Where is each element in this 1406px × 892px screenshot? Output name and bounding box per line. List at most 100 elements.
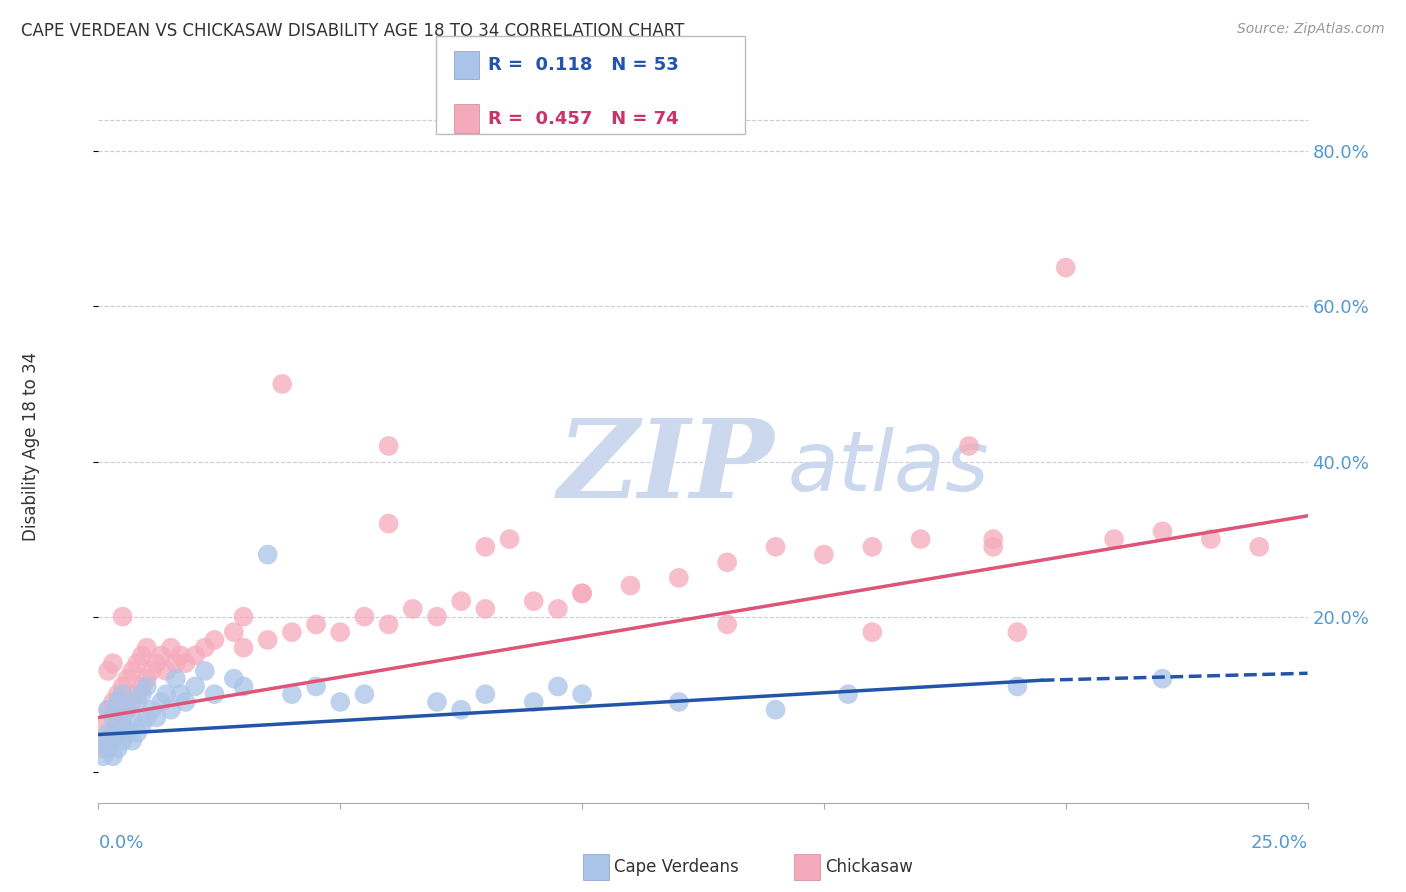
Point — [111, 718, 134, 732]
Point — [498, 532, 520, 546]
Point — [329, 625, 352, 640]
Point — [860, 540, 883, 554]
Point — [101, 726, 124, 740]
Text: 25.0%: 25.0% — [1250, 834, 1308, 852]
Point — [150, 695, 173, 709]
Point — [165, 672, 187, 686]
Point — [121, 695, 143, 709]
Point — [523, 695, 546, 709]
Point — [281, 625, 304, 640]
Point — [377, 617, 399, 632]
Point — [547, 680, 569, 694]
Point — [329, 695, 352, 709]
Point — [107, 695, 129, 709]
Point — [141, 664, 163, 678]
Point — [169, 687, 191, 701]
Point — [1199, 532, 1222, 546]
Point — [169, 648, 191, 663]
Point — [117, 703, 139, 717]
Point — [155, 687, 177, 701]
Point — [91, 749, 114, 764]
Point — [135, 672, 157, 686]
Point — [860, 625, 883, 640]
Point — [97, 664, 120, 678]
Point — [107, 687, 129, 701]
Point — [668, 695, 690, 709]
Text: Source: ZipAtlas.com: Source: ZipAtlas.com — [1237, 22, 1385, 37]
Point — [1249, 540, 1271, 554]
Point — [716, 555, 738, 569]
Point — [135, 640, 157, 655]
Point — [111, 687, 134, 701]
Point — [194, 640, 217, 655]
Point — [256, 548, 278, 562]
Point — [1102, 532, 1125, 546]
Point — [131, 680, 153, 694]
Point — [668, 571, 690, 585]
Point — [204, 632, 226, 647]
Point — [377, 516, 399, 531]
Point — [981, 532, 1004, 546]
Point — [426, 695, 449, 709]
Point — [271, 376, 294, 391]
Point — [305, 680, 328, 694]
Point — [232, 640, 254, 655]
Point — [222, 625, 245, 640]
Point — [981, 540, 1004, 554]
Point — [474, 687, 496, 701]
Point — [450, 594, 472, 608]
Point — [837, 687, 859, 701]
Point — [131, 718, 153, 732]
Text: R =  0.457   N = 74: R = 0.457 N = 74 — [488, 110, 679, 128]
Point — [165, 656, 187, 670]
Text: Cape Verdeans: Cape Verdeans — [614, 858, 740, 876]
Point — [910, 532, 932, 546]
Point — [97, 741, 120, 756]
Text: atlas: atlas — [787, 427, 990, 508]
Point — [101, 749, 124, 764]
Point — [174, 656, 197, 670]
Point — [107, 726, 129, 740]
Point — [765, 540, 787, 554]
Point — [111, 733, 134, 747]
Point — [145, 710, 167, 724]
Point — [97, 733, 120, 747]
Point — [353, 609, 375, 624]
Point — [174, 695, 197, 709]
Point — [91, 741, 114, 756]
Point — [131, 687, 153, 701]
Point — [127, 726, 149, 740]
Point — [474, 540, 496, 554]
Point — [450, 703, 472, 717]
Point — [474, 602, 496, 616]
Point — [1007, 625, 1029, 640]
Point — [1152, 672, 1174, 686]
Point — [127, 695, 149, 709]
Point — [305, 617, 328, 632]
Point — [150, 648, 173, 663]
Point — [145, 656, 167, 670]
Point — [131, 648, 153, 663]
Point — [957, 439, 980, 453]
Point — [101, 710, 124, 724]
Point — [111, 680, 134, 694]
Point — [121, 664, 143, 678]
Text: CAPE VERDEAN VS CHICKASAW DISABILITY AGE 18 TO 34 CORRELATION CHART: CAPE VERDEAN VS CHICKASAW DISABILITY AGE… — [21, 22, 685, 40]
Point — [111, 609, 134, 624]
Point — [111, 710, 134, 724]
Point — [571, 586, 593, 600]
Point — [184, 648, 207, 663]
Point — [127, 687, 149, 701]
Point — [222, 672, 245, 686]
Point — [117, 672, 139, 686]
Point — [765, 703, 787, 717]
Point — [377, 439, 399, 453]
Point — [716, 617, 738, 632]
Point — [97, 703, 120, 717]
Text: 0.0%: 0.0% — [98, 834, 143, 852]
Point — [117, 726, 139, 740]
Point — [426, 609, 449, 624]
Point — [194, 664, 217, 678]
Point — [571, 586, 593, 600]
Point — [402, 602, 425, 616]
